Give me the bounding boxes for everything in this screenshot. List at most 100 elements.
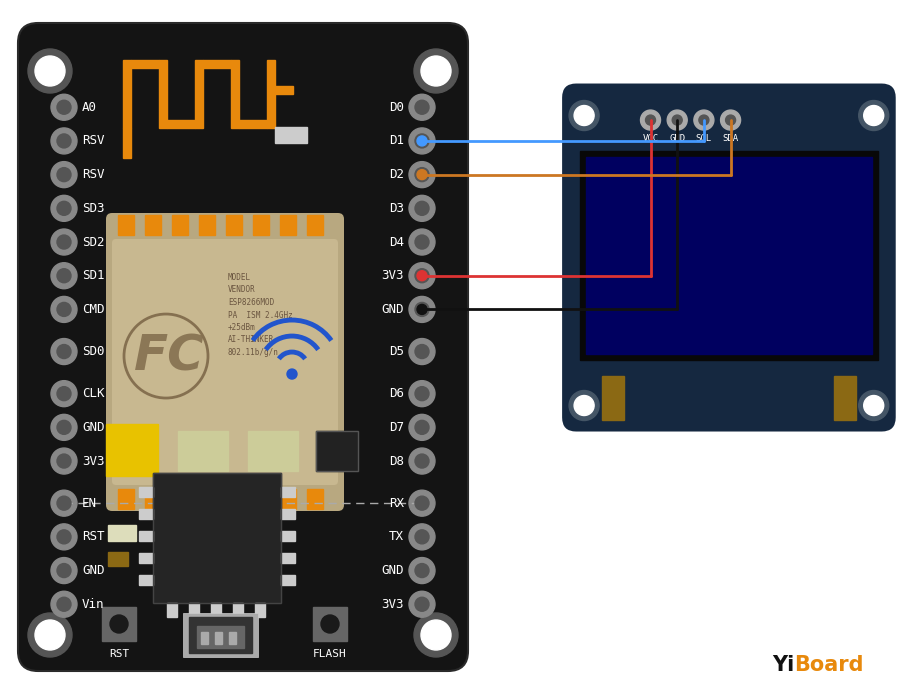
Bar xyxy=(313,607,347,641)
Circle shape xyxy=(409,414,435,441)
Text: GND: GND xyxy=(381,303,404,316)
Bar xyxy=(233,603,243,617)
Bar xyxy=(281,553,295,563)
Bar xyxy=(275,86,293,94)
Bar xyxy=(255,603,265,617)
Circle shape xyxy=(569,100,599,131)
Bar xyxy=(267,60,275,128)
Circle shape xyxy=(57,134,71,148)
Circle shape xyxy=(409,557,435,583)
Text: D4: D4 xyxy=(389,235,404,248)
Bar xyxy=(586,157,872,354)
Bar xyxy=(199,215,215,235)
Bar xyxy=(172,215,188,235)
Circle shape xyxy=(859,100,888,131)
Bar xyxy=(248,431,298,471)
Circle shape xyxy=(415,134,429,148)
Circle shape xyxy=(409,262,435,289)
Circle shape xyxy=(51,128,77,154)
Bar xyxy=(178,431,228,471)
Bar xyxy=(211,603,221,617)
Circle shape xyxy=(672,115,682,125)
Circle shape xyxy=(409,338,435,365)
Text: D5: D5 xyxy=(389,345,404,358)
Circle shape xyxy=(694,110,714,130)
FancyBboxPatch shape xyxy=(112,239,338,485)
Circle shape xyxy=(645,115,655,125)
Text: D1: D1 xyxy=(389,134,404,148)
Circle shape xyxy=(415,201,429,215)
Circle shape xyxy=(409,161,435,188)
Bar xyxy=(602,376,624,420)
Text: 3V3: 3V3 xyxy=(82,454,104,468)
Bar xyxy=(189,617,252,653)
Bar xyxy=(280,215,296,235)
Circle shape xyxy=(726,115,736,125)
Circle shape xyxy=(574,395,594,416)
Circle shape xyxy=(57,420,71,434)
Bar xyxy=(139,487,153,497)
Circle shape xyxy=(57,235,71,249)
FancyBboxPatch shape xyxy=(18,23,468,671)
Circle shape xyxy=(409,592,435,617)
Bar xyxy=(189,603,199,617)
Bar xyxy=(153,473,281,603)
Text: 3V3: 3V3 xyxy=(381,598,404,611)
Circle shape xyxy=(409,448,435,474)
Bar xyxy=(307,489,323,509)
Circle shape xyxy=(415,496,429,510)
Circle shape xyxy=(415,564,429,578)
Bar xyxy=(183,613,258,657)
Bar xyxy=(226,489,242,509)
Bar xyxy=(145,215,161,235)
Circle shape xyxy=(57,303,71,317)
Bar xyxy=(139,509,153,519)
Bar xyxy=(316,431,358,471)
Text: EN: EN xyxy=(82,497,97,509)
Circle shape xyxy=(57,564,71,578)
Circle shape xyxy=(417,136,427,146)
Text: SD0: SD0 xyxy=(82,345,104,358)
Circle shape xyxy=(641,110,661,130)
Text: RSV: RSV xyxy=(82,134,104,148)
Circle shape xyxy=(110,615,128,633)
Circle shape xyxy=(35,56,65,86)
Text: VCC: VCC xyxy=(643,134,659,143)
Circle shape xyxy=(415,100,429,114)
Circle shape xyxy=(415,387,429,401)
Circle shape xyxy=(667,110,687,130)
Circle shape xyxy=(720,110,740,130)
Text: D7: D7 xyxy=(389,421,404,434)
Circle shape xyxy=(51,557,77,583)
Bar xyxy=(203,60,231,68)
Text: Board: Board xyxy=(794,655,864,675)
Circle shape xyxy=(409,128,435,154)
Circle shape xyxy=(409,229,435,255)
Circle shape xyxy=(421,620,451,650)
Circle shape xyxy=(57,530,71,544)
Circle shape xyxy=(864,106,884,125)
Bar xyxy=(580,151,877,360)
Bar xyxy=(834,376,856,420)
Bar xyxy=(118,215,134,235)
Text: D8: D8 xyxy=(389,454,404,468)
Text: RX: RX xyxy=(389,497,404,509)
Bar xyxy=(307,215,323,235)
Circle shape xyxy=(409,381,435,406)
Bar xyxy=(139,575,153,585)
Circle shape xyxy=(417,271,427,280)
Text: Yi: Yi xyxy=(772,655,794,675)
Bar xyxy=(274,127,306,143)
Circle shape xyxy=(415,597,429,611)
Circle shape xyxy=(51,490,77,516)
Text: GND: GND xyxy=(82,564,104,577)
Circle shape xyxy=(409,196,435,221)
Circle shape xyxy=(51,94,77,120)
Circle shape xyxy=(51,229,77,255)
Text: D6: D6 xyxy=(389,387,404,400)
Bar xyxy=(123,128,131,158)
Text: MODEL
VENDOR
ESP8266MOD
PA  ISM 2.4GHz
+25dBm
AI-THINKER
802.11b/g/n: MODEL VENDOR ESP8266MOD PA ISM 2.4GHz +2… xyxy=(228,273,292,357)
Circle shape xyxy=(415,454,429,468)
Circle shape xyxy=(57,269,71,283)
Circle shape xyxy=(417,170,427,180)
